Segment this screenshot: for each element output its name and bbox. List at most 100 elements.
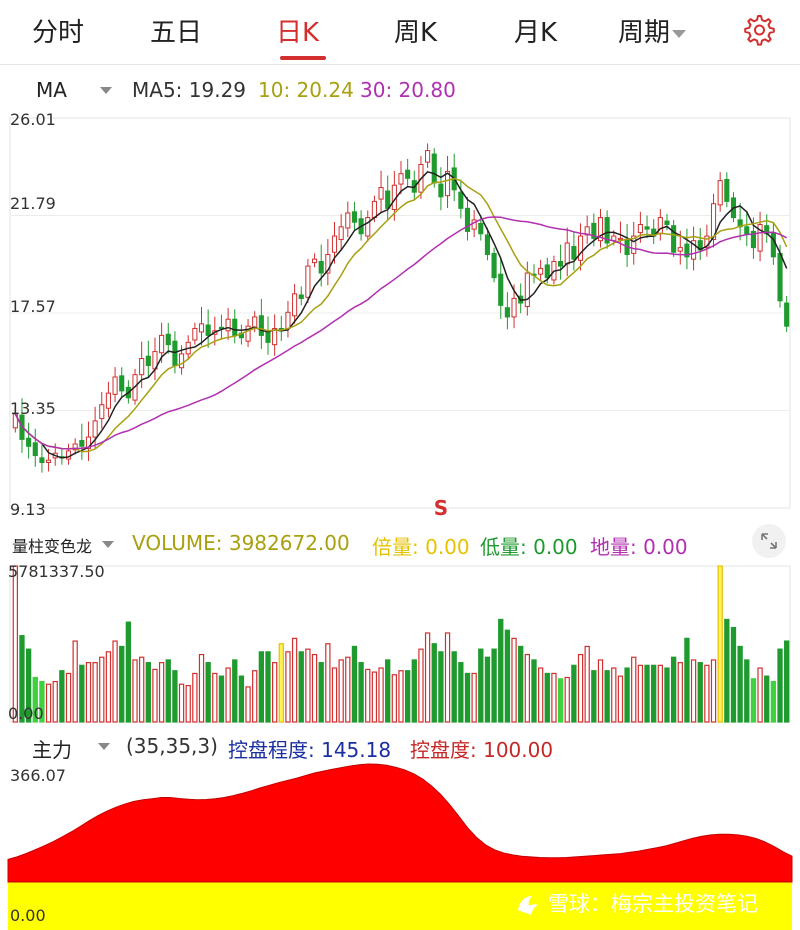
tab-zhouqi[interactable]: 周期 (618, 12, 687, 49)
gear-icon[interactable] (740, 12, 776, 48)
tab-zhouk[interactable]: 周K (394, 18, 438, 48)
candle-body (351, 211, 358, 223)
volume-bar (690, 659, 697, 723)
zhuli-base-band (8, 882, 792, 930)
candle-body (371, 200, 377, 219)
volume-bar (311, 653, 318, 723)
candle-body (46, 459, 52, 463)
candle-body (591, 222, 597, 239)
volume-bar (45, 683, 52, 723)
candle-body (597, 217, 604, 242)
candle-body (458, 191, 464, 209)
volume-bar (551, 672, 557, 723)
volume-bar (677, 662, 683, 723)
volume-indicator-row: 量柱变色龙 VOLUME: 3982672.00 倍量: 0.00 低量: 0.… (0, 525, 800, 561)
candle-body (139, 358, 145, 376)
candle-body (378, 187, 384, 200)
candle-body (232, 318, 238, 336)
tab-rik[interactable]: 日K (276, 18, 320, 48)
candle-body (119, 375, 125, 392)
candle-body (538, 267, 544, 275)
volume-bar (597, 659, 604, 723)
candle-body (205, 324, 211, 336)
volume-bar (484, 656, 491, 723)
candle-body (79, 440, 85, 447)
volume-bar (152, 668, 158, 723)
volume-bar (424, 632, 431, 723)
volume-chart[interactable] (0, 560, 800, 725)
volume-bar (325, 643, 331, 723)
volume-bar (59, 670, 65, 723)
candle-body (571, 245, 577, 260)
candle-body (750, 230, 756, 249)
candle-body (577, 235, 584, 261)
candle-body (338, 226, 344, 241)
volume-bar (398, 670, 404, 723)
volume-bar (724, 618, 730, 723)
volume-bar (770, 680, 777, 723)
volume-bar (218, 675, 225, 723)
kline-chart[interactable]: S (0, 108, 800, 528)
tab-wuri[interactable]: 五日 (150, 18, 203, 48)
volume-bar (252, 670, 258, 723)
ma30-line (14, 216, 788, 450)
candle-body (105, 392, 111, 409)
volume-bar (431, 643, 437, 723)
tab-fenshi[interactable]: 分时 (32, 18, 85, 48)
ma-indicator-row: MA MA5: 19.29 10: 20.24 30: 20.80 (0, 72, 800, 108)
candle-body (770, 232, 776, 258)
volume-bar (631, 656, 637, 723)
ma10-label: 10: 20.24 (258, 78, 354, 102)
volume-bar (670, 656, 677, 723)
candle-body (311, 258, 318, 264)
ma-selector[interactable]: MA (36, 78, 67, 102)
candle-body (26, 437, 32, 447)
watermark-text: 雪球：梅宗主投资笔记 (548, 892, 758, 916)
volume-bar (624, 667, 630, 723)
candle-body (258, 315, 264, 336)
volume-chevron-down-icon[interactable] (102, 541, 114, 548)
xueqiu-logo-icon (518, 896, 538, 915)
volume-tick-min: 0.00 (8, 704, 44, 723)
volume-bar (657, 664, 663, 723)
candle-body (385, 190, 391, 209)
volume-bar (351, 645, 358, 723)
candle-body (664, 220, 670, 226)
volume-bar (331, 667, 338, 723)
candle-body (511, 297, 517, 318)
candle-body (671, 225, 677, 253)
zhuli-selector[interactable]: 主力 (32, 738, 72, 762)
zhuli-chart[interactable] (0, 760, 800, 930)
volume-bar (684, 637, 690, 723)
zhuli-chevron-down-icon[interactable] (98, 743, 110, 750)
tab-yuek[interactable]: 月K (514, 18, 558, 48)
volume-bar (524, 653, 531, 723)
candle-body (644, 226, 650, 230)
candle-body (365, 217, 371, 237)
volume-bar (511, 637, 517, 723)
candle-body (584, 226, 590, 236)
candle-body (179, 353, 185, 369)
volume-bar (285, 651, 291, 723)
volume-bar (584, 645, 590, 723)
candle-body (691, 240, 697, 260)
candle-body (564, 242, 570, 265)
volume-bar (85, 662, 92, 723)
candle-body (218, 326, 225, 330)
candle-body (298, 294, 304, 299)
volume-bar (238, 675, 245, 723)
volume-selector[interactable]: 量柱变色龙 (12, 537, 93, 556)
volume-bar (39, 680, 45, 723)
price-tick-4: 13.35 (10, 399, 56, 418)
expand-button[interactable] (752, 524, 786, 558)
volume-bar (651, 664, 657, 723)
candle-body (431, 153, 437, 184)
volume-bar (537, 667, 544, 723)
volume-bar (564, 676, 570, 723)
volume-bar (784, 640, 790, 723)
bei-label: 倍量: 0.00 (372, 535, 470, 559)
volume-bar (32, 676, 38, 723)
volume-bar (278, 643, 284, 723)
ma-chevron-down-icon[interactable] (100, 87, 112, 94)
candle-body (464, 207, 471, 232)
